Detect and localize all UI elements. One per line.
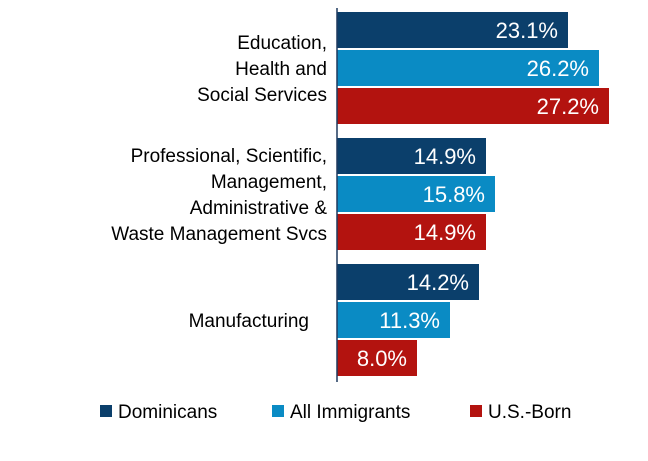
bar-data-label: 23.1% <box>496 18 558 43</box>
category-label-line: Manufacturing <box>189 311 309 332</box>
category-label-line: Waste Management Svcs <box>111 224 327 245</box>
bar-data-label: 11.3% <box>379 308 440 333</box>
bar-data-label: 14.9% <box>414 220 476 245</box>
category-label-line: Education, <box>237 33 327 54</box>
legend-swatch <box>100 405 112 417</box>
bar <box>337 264 479 300</box>
bar-data-label: 14.2% <box>407 270 469 295</box>
bar-data-label: 8.0% <box>357 346 407 371</box>
bar-data-label: 27.2% <box>537 94 599 119</box>
legend-label: All Immigrants <box>290 402 410 423</box>
bar <box>337 302 450 338</box>
category-label: Manufacturing <box>189 311 309 332</box>
category-label: Education, Health and Social Services <box>197 33 327 106</box>
legend-swatch <box>470 405 482 417</box>
category-label-line: Professional, Scientific, <box>131 146 327 167</box>
category-label-line: Management, <box>211 172 327 193</box>
bars <box>337 12 609 376</box>
bar-data-label: 15.8% <box>423 182 485 207</box>
category-labels: Education, Health and Social Services Profe… <box>111 33 327 332</box>
category-label-line: Health and <box>235 59 327 80</box>
legend-swatch <box>272 405 284 417</box>
bar <box>337 138 486 174</box>
legend: Dominicans All Immigrants U.S.-Born <box>100 402 571 423</box>
category-label-line: Administrative & <box>190 198 328 219</box>
legend-label: U.S.-Born <box>488 402 571 423</box>
bar <box>337 214 486 250</box>
bar <box>337 176 495 212</box>
legend-label: Dominicans <box>118 402 217 423</box>
bar <box>337 12 568 48</box>
category-label: Professional, Scientific, Management, Admi… <box>111 146 327 245</box>
bar-data-label: 26.2% <box>527 56 589 81</box>
bar-data-label: 14.9% <box>414 144 476 169</box>
bar <box>337 340 417 376</box>
bar <box>337 50 599 86</box>
category-label-line: Social Services <box>197 85 327 106</box>
data-labels: 23.1% 26.2% 27.2% 14.9% 15.8% 14.9% 14.2% 11.3%… <box>357 18 599 371</box>
bar <box>337 88 609 124</box>
